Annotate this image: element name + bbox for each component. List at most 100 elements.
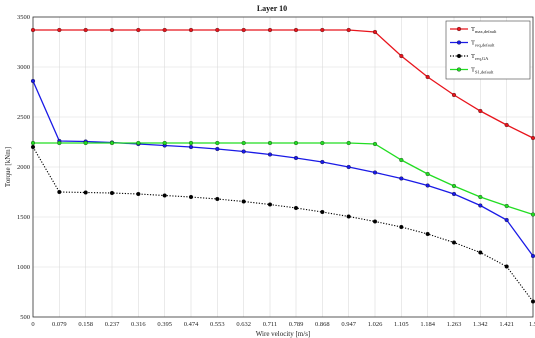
data-point bbox=[451, 191, 457, 197]
data-point bbox=[109, 27, 115, 33]
x-axis-label: Wire velocity [m/s] bbox=[256, 330, 311, 338]
data-point bbox=[504, 203, 509, 209]
data-point bbox=[30, 140, 36, 146]
data-point bbox=[109, 140, 115, 146]
data-point bbox=[162, 193, 167, 198]
data-point bbox=[530, 253, 535, 259]
data-point bbox=[136, 140, 141, 146]
data-point bbox=[188, 194, 194, 200]
data-point bbox=[136, 27, 141, 33]
legend-swatch-marker bbox=[456, 40, 462, 45]
x-tick-label: 0.158 bbox=[78, 321, 93, 328]
series-s1-default bbox=[30, 140, 535, 217]
x-tick-label: 1.421 bbox=[499, 321, 514, 328]
data-point bbox=[372, 29, 378, 35]
data-point bbox=[425, 171, 430, 177]
data-point bbox=[215, 140, 220, 146]
y-tick-label: 2500 bbox=[17, 114, 30, 121]
data-point bbox=[162, 140, 167, 146]
data-point bbox=[372, 141, 378, 147]
y-tick-label: 1000 bbox=[17, 264, 30, 271]
data-point bbox=[451, 183, 457, 189]
data-point bbox=[478, 203, 483, 208]
series-group bbox=[30, 27, 535, 304]
y-tick-label: 3000 bbox=[17, 64, 30, 71]
x-tick-label: 1.184 bbox=[420, 321, 435, 328]
x-tick-label: 0.553 bbox=[210, 321, 225, 328]
y-tick-label: 3500 bbox=[17, 14, 30, 21]
data-point bbox=[425, 231, 430, 237]
data-point bbox=[478, 194, 483, 200]
x-tick-label: 0 bbox=[31, 321, 34, 328]
data-point bbox=[215, 27, 220, 33]
y-tick-label: 500 bbox=[20, 314, 30, 321]
data-point bbox=[425, 74, 430, 80]
x-tick-label: 0.789 bbox=[289, 321, 304, 328]
x-tick-label: 1.263 bbox=[447, 321, 462, 328]
data-point bbox=[83, 27, 88, 33]
series-max-default bbox=[30, 27, 535, 141]
data-point bbox=[530, 299, 535, 304]
data-point bbox=[267, 27, 273, 33]
data-point bbox=[293, 140, 299, 146]
data-point bbox=[267, 202, 273, 207]
data-point bbox=[136, 191, 141, 197]
data-point bbox=[478, 250, 483, 255]
legend-entry: Treq,GA bbox=[471, 53, 489, 62]
data-point bbox=[478, 108, 483, 114]
plot-frame bbox=[32, 16, 534, 318]
data-point bbox=[530, 135, 535, 141]
data-point bbox=[267, 152, 273, 157]
data-point bbox=[57, 189, 62, 195]
data-point bbox=[451, 240, 457, 245]
y-tick-label: 2000 bbox=[17, 164, 30, 171]
x-tick-label: 1.342 bbox=[473, 321, 488, 328]
y-axis-label: Torque [kNm] bbox=[4, 147, 12, 187]
legend-entry: Tmax,default bbox=[471, 26, 497, 35]
x-tick-label: 1.026 bbox=[368, 321, 383, 328]
data-point bbox=[399, 224, 404, 230]
legend: Tmax,default Treq,default Treq,GA TS1,defau… bbox=[445, 20, 531, 80]
x-tick-label: 0.947 bbox=[341, 321, 356, 328]
y-tick-label: 1500 bbox=[17, 214, 30, 221]
data-point bbox=[346, 27, 351, 33]
data-point bbox=[30, 78, 36, 84]
data-point bbox=[188, 27, 194, 33]
data-point bbox=[109, 190, 115, 196]
data-point bbox=[399, 176, 404, 181]
x-tick-label: 0.395 bbox=[157, 321, 172, 328]
data-point bbox=[57, 27, 62, 33]
data-point bbox=[504, 122, 509, 128]
x-tick-label: 1.105 bbox=[394, 321, 409, 328]
legend-entry: Treq,default bbox=[471, 40, 495, 49]
data-point bbox=[162, 27, 167, 33]
data-point bbox=[57, 140, 62, 146]
data-point bbox=[267, 140, 273, 146]
data-point bbox=[293, 155, 299, 161]
data-point bbox=[320, 27, 325, 33]
data-point bbox=[504, 264, 509, 269]
data-point bbox=[372, 170, 378, 175]
data-point bbox=[504, 217, 509, 223]
data-point bbox=[346, 214, 351, 219]
data-point bbox=[346, 140, 351, 146]
x-tick-label: 0.632 bbox=[236, 321, 251, 328]
data-point bbox=[241, 149, 246, 154]
data-point bbox=[83, 190, 88, 195]
chart-title: Layer 10 bbox=[257, 4, 287, 13]
data-point bbox=[215, 146, 220, 152]
x-tick-label: 0.868 bbox=[315, 321, 330, 328]
data-point bbox=[293, 27, 299, 33]
data-point bbox=[320, 209, 325, 215]
data-point bbox=[30, 144, 36, 150]
legend-entry: TS1,default bbox=[471, 67, 494, 76]
data-point bbox=[30, 27, 36, 33]
data-point bbox=[346, 164, 351, 170]
series-line bbox=[32, 146, 534, 302]
series-line bbox=[33, 142, 534, 216]
series-line bbox=[33, 29, 534, 139]
x-axis-ticks: 0 0.079 0.158 0.237 0.316 0.395 0.474 0.553 0.63… bbox=[31, 321, 535, 328]
data-point bbox=[241, 140, 246, 146]
series-req-ga bbox=[30, 144, 535, 304]
